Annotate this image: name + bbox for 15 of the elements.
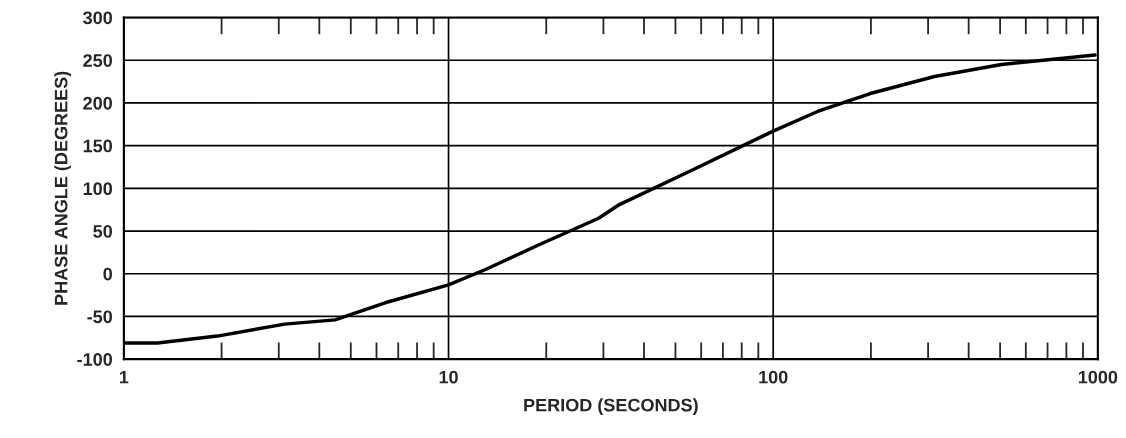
x-tick-label: 10	[439, 370, 458, 384]
x-tick-label: 1000	[1078, 370, 1118, 384]
y-tick-label: 200	[83, 96, 113, 110]
x-axis-title: PERIOD (SECONDS)	[524, 398, 698, 416]
x-tick-label: 1	[119, 370, 129, 384]
y-tick-label: 250	[83, 54, 113, 67]
y-tick-label: -50	[87, 310, 113, 324]
y-tick-label: 100	[83, 182, 113, 196]
y-tick-label: 0	[103, 267, 113, 281]
y-tick-label: -100	[77, 353, 113, 366]
y-tick-label: 50	[93, 224, 113, 238]
y-axis-title: PHASE ANGLE (DEGREES)	[54, 71, 72, 305]
y-tick-label: 300	[83, 11, 113, 25]
x-tick-label: 100	[759, 370, 788, 384]
y-tick-label: 150	[83, 139, 113, 153]
